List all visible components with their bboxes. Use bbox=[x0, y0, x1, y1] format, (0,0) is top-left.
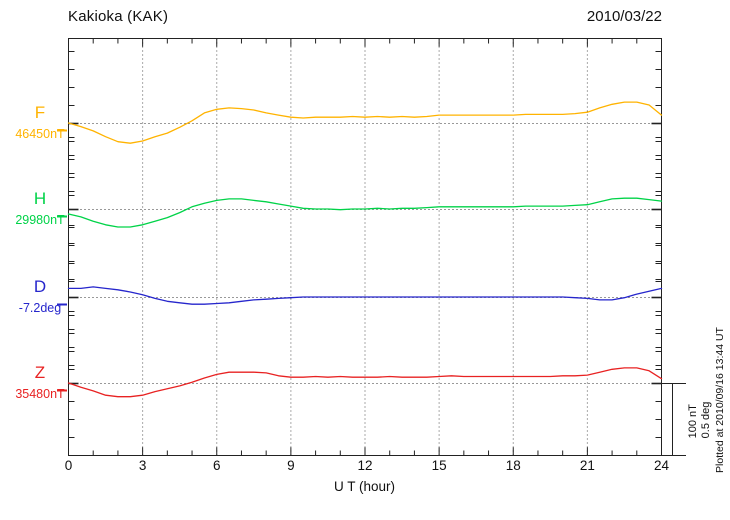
channel-label-Z: Z 35480nT bbox=[10, 364, 70, 401]
scale-bar-nt: 100 nT bbox=[687, 404, 699, 439]
x-axis-title: U T (hour) bbox=[333, 479, 396, 494]
scale-bar-deg: 0.5 deg bbox=[700, 401, 712, 439]
x-tick-label: 6 bbox=[213, 458, 221, 473]
x-tick-label: 9 bbox=[287, 458, 295, 473]
channel-label-F: F 46450nT bbox=[10, 104, 70, 141]
channel-baseline-D: -7.2deg bbox=[18, 301, 62, 315]
channel-letter-F: F bbox=[34, 103, 46, 122]
x-tick-label: 24 bbox=[654, 458, 670, 473]
channel-baseline-H: 29980nT bbox=[15, 213, 65, 227]
channel-baseline-Z: 35480nT bbox=[15, 387, 65, 401]
x-tick-label: 12 bbox=[357, 458, 372, 473]
channel-baseline-F: 46450nT bbox=[15, 127, 65, 141]
x-tick-label: 18 bbox=[506, 458, 521, 473]
channel-letter-Z: Z bbox=[34, 363, 46, 382]
channel-label-H: H 29980nT bbox=[10, 190, 70, 227]
x-tick-label: 0 bbox=[65, 458, 73, 473]
channel-letter-D: D bbox=[33, 277, 47, 296]
plot-date: 2010/03/22 bbox=[586, 8, 662, 25]
x-tick-label: 21 bbox=[580, 458, 595, 473]
scale-bar-label: 100 nT 0.5 deg bbox=[687, 402, 713, 439]
x-tick-label: 3 bbox=[139, 458, 147, 473]
x-tick-label: 15 bbox=[432, 458, 447, 473]
channel-letter-H: H bbox=[33, 189, 47, 208]
plot-timestamp: Plotted at 2010/09/16 13:44 UT bbox=[714, 327, 726, 473]
channel-label-D: D -7.2deg bbox=[10, 278, 70, 315]
page-title: Kakioka (KAK) bbox=[68, 8, 169, 25]
